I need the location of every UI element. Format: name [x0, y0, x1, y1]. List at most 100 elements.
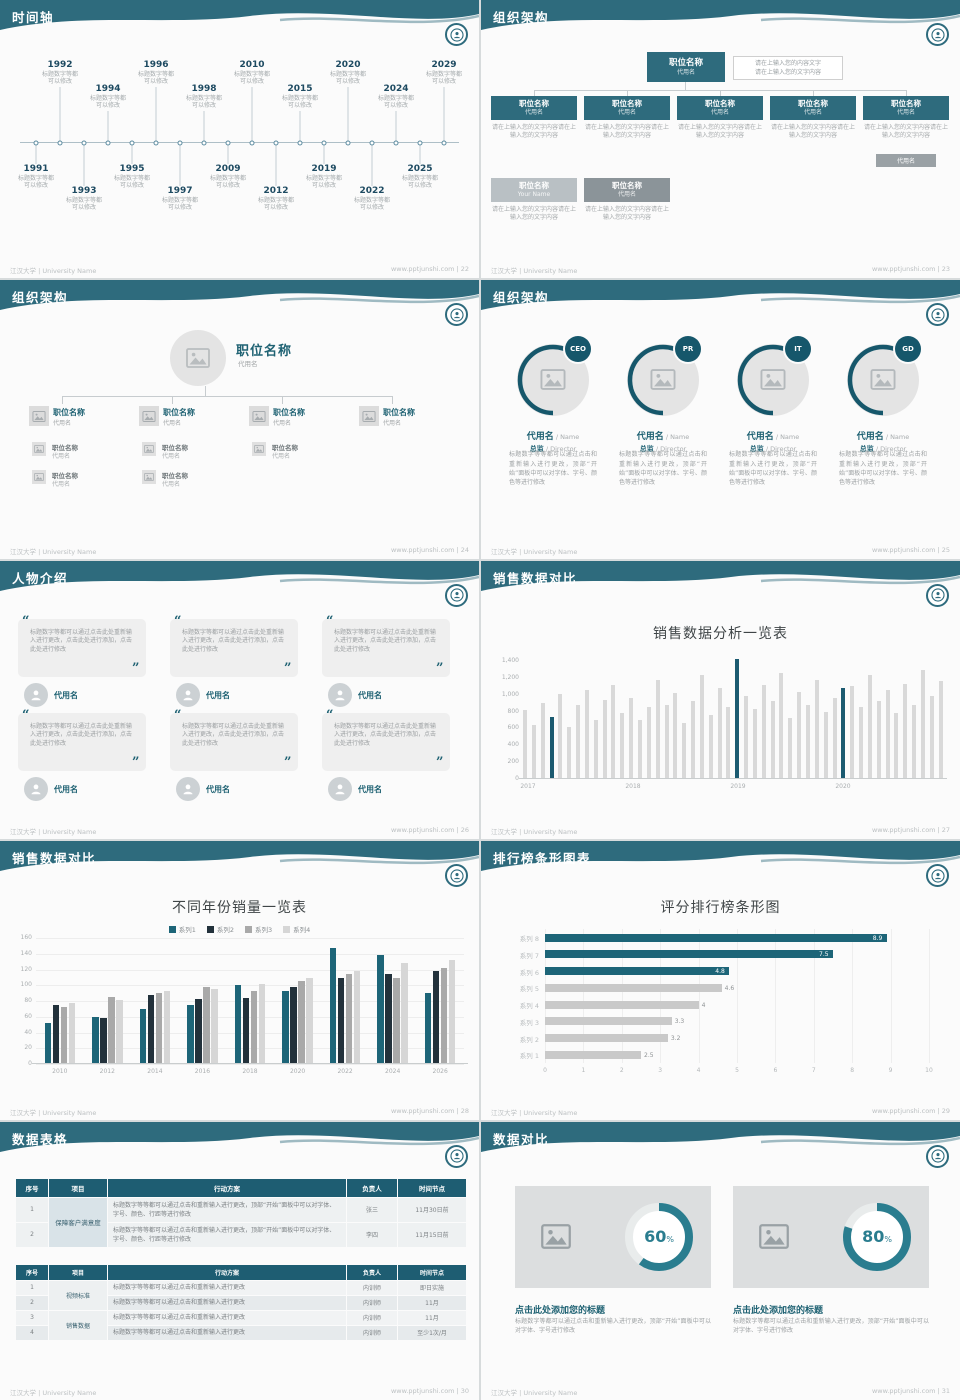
gridline: [737, 929, 738, 1064]
bar: [788, 718, 793, 779]
org-caption: 请在上输入您的文字内容请在上输入您的文字内容: [770, 124, 855, 140]
footer-site-page: www.pptjunshi.com | 29: [870, 1107, 950, 1117]
table-header-cell: 时间节点: [398, 1178, 466, 1197]
org-box-title: 职位名称: [798, 99, 828, 109]
table-cell: 11月30日前: [398, 1197, 466, 1222]
org-note-box: 请在上输入您的内容文字 请在上输入您的文字内容: [733, 56, 843, 80]
member-role-en: / Director: [873, 445, 907, 454]
university-logo-badge: [445, 1144, 468, 1168]
footer-university: 江汉大学 | University Name: [10, 267, 97, 276]
timeline-entry: 2024 标题数字等都可以修改: [376, 84, 416, 110]
university-logo-badge: [926, 303, 949, 327]
table-cell: 1: [16, 1280, 48, 1295]
header-wave: [481, 280, 960, 311]
x-axis-label: 2024: [385, 1068, 401, 1076]
bar-group: [416, 960, 464, 1065]
connector: [62, 396, 63, 405]
member-name-line: 代用名 / Name: [723, 424, 823, 443]
timeline-stem: [275, 144, 277, 186]
timeline-dot: [369, 140, 375, 145]
member-role-line: 总监 / Director: [723, 436, 823, 455]
timeline-entry: 2020 标题数字等都可以修改: [328, 60, 368, 86]
open-quote-icon: “: [326, 613, 334, 629]
footer-site-page: www.pptjunshi.com | 25: [870, 546, 950, 556]
bar: [545, 1034, 668, 1043]
timeline-stem: [179, 144, 181, 186]
org-caption: 请在上输入您的文字内容请在上输入您的文字内容: [584, 124, 669, 140]
university-logo-badge: [445, 583, 468, 607]
org-caption: 请在上输入您的文字内容请在上输入您的文字内容: [863, 124, 948, 140]
bar: [885, 689, 890, 779]
member-description: 标题数字等等都可以通过点击和重新输入进行更改，顶部“开始”面板中可以对字体、字号…: [839, 451, 927, 487]
image-placeholder-icon: [32, 470, 46, 485]
bar: [682, 723, 687, 779]
gridline: [775, 929, 777, 1064]
value-label: 3.3: [674, 1018, 685, 1026]
legend: 系列1 系列2 系列3 系列4: [0, 924, 479, 934]
timeline-year: 1992: [47, 60, 73, 70]
timeline-caption: 标题数字等都可以修改: [137, 71, 174, 86]
quote-card: 标题数字等都可以通过点击此处重新输入进行更改，点击此处进行添加，点击此处进行修改: [18, 712, 146, 771]
member-name-en: / Name: [773, 433, 800, 442]
gridline: [36, 1032, 464, 1034]
bar: [424, 993, 432, 1065]
chart-title: 评分排行榜条形图: [660, 900, 781, 917]
footer-separator: |: [937, 265, 940, 274]
org-mini-box: 代用名: [876, 154, 936, 167]
timeline-caption: 标题数字等都可以修改: [353, 197, 390, 212]
bar: [806, 704, 810, 779]
table-header-cell: 负责人: [347, 1178, 397, 1197]
org-root-title: 职位名称: [236, 344, 293, 360]
bar: [841, 688, 846, 779]
university-logo-badge: [445, 23, 468, 46]
member-role: 总监: [749, 445, 764, 454]
timeline-year: 2029: [431, 60, 457, 70]
comparison-title: 点击此处添加您的标题: [515, 1305, 606, 1316]
bar-group: [179, 986, 227, 1065]
org-sub-subtitle: 代用名: [162, 453, 181, 461]
x-axis-label: 0: [543, 1067, 547, 1075]
org-sub-title: 职位名称: [162, 444, 188, 453]
org-branch-subtitle: 代用名: [383, 420, 402, 428]
avatar: [176, 776, 200, 801]
table-header-cell: 序号: [16, 1178, 48, 1197]
footer-university: 江汉大学 | University Name: [10, 547, 97, 556]
org-sub-subtitle: 代用名: [52, 453, 71, 461]
org-branch-title: 职位名称: [273, 408, 305, 418]
legend-swatch: [245, 925, 252, 933]
bar: [545, 1050, 641, 1059]
member-role: 总监: [859, 445, 874, 454]
gridline: [36, 953, 464, 955]
footer-separator: |: [456, 1106, 459, 1115]
category-label: 系列 5: [519, 985, 539, 994]
bar: [440, 968, 448, 1065]
x-axis-label: 2012: [99, 1068, 115, 1076]
percent-sign: %: [666, 1234, 674, 1244]
bar: [60, 1007, 68, 1065]
org-caption: 请在上输入您的文字内容请在上输入您的文字内容: [584, 206, 669, 222]
person-name: 代用名: [358, 690, 382, 700]
bar: [576, 704, 581, 779]
connector: [906, 90, 907, 96]
profile-image-circle: [170, 330, 226, 387]
bar: [163, 990, 171, 1065]
timeline-year: 2022: [359, 186, 385, 196]
timeline-dot: [81, 140, 87, 145]
timeline-entry: 2010 标题数字等都可以修改: [232, 60, 272, 86]
slide-footer: 江汉大学 | University Name www.pptjunshi.com…: [10, 1387, 469, 1397]
gridline: [583, 929, 585, 1064]
legend-label: 系列3: [255, 926, 273, 935]
timeline-entry: 1996 标题数字等都可以修改: [136, 60, 176, 86]
timeline-stem: [35, 144, 37, 164]
slide-org-structure-1: 组织架构 职位名称 代用名 请在上输入您的内容文字 请在上输入您的文字内容 职位名称 代用…: [481, 0, 960, 279]
timeline-dot: [153, 140, 159, 145]
image-placeholder-icon: [139, 406, 159, 427]
quote-card: 标题数字等都可以通过点击此处重新输入进行更改，点击此处进行添加，点击此处进行修改: [322, 618, 450, 677]
timeline-dot: [57, 140, 63, 145]
chart-title: 销售数据分析一览表: [653, 625, 788, 642]
member-name-line: 代用名 / Name: [613, 424, 713, 443]
org-note-line: 请在上输入您的文字内容: [754, 69, 821, 76]
footer-university: 江汉大学 | University Name: [10, 1388, 97, 1397]
timeline-entry: 1997 标题数字等都可以修改: [160, 186, 200, 212]
timeline-year: 1991: [23, 164, 49, 174]
